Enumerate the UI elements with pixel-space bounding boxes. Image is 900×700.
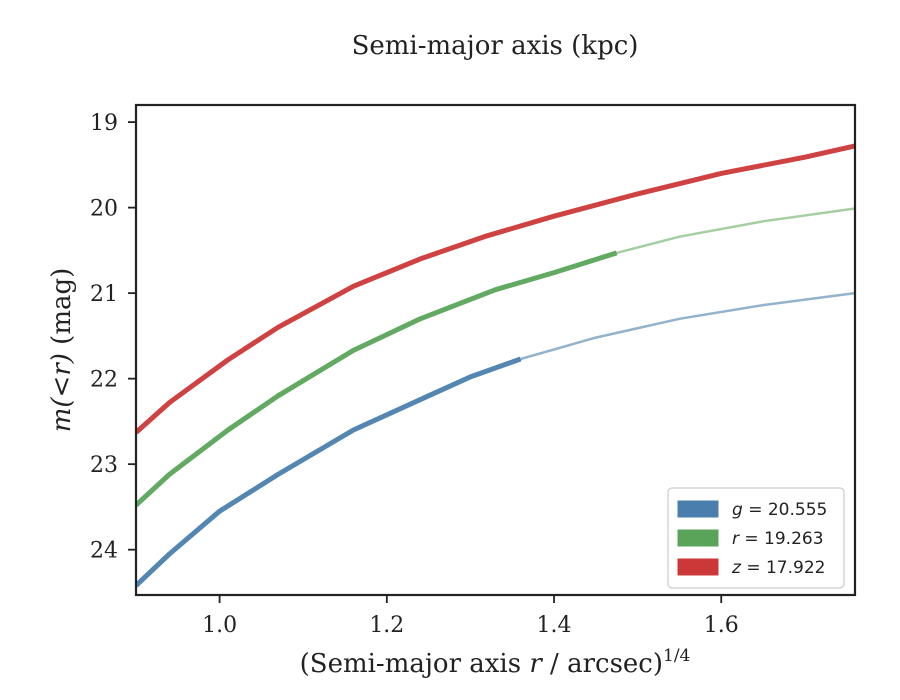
x-axis-label: (Semi-major axis r / arcsec)1/4 (300, 646, 691, 679)
legend-swatch-r (677, 529, 719, 547)
y-tick-label: 19 (90, 111, 118, 136)
legend-label-z: z = 17.922 (731, 558, 825, 578)
legend-var: r (732, 529, 740, 549)
legend-value: = 17.922 (741, 558, 826, 578)
legend-swatch-g (677, 500, 719, 518)
y-tick-label: 22 (90, 368, 118, 393)
legend-label-g: g = 20.555 (732, 500, 827, 520)
x-tick-label: 1.2 (369, 613, 404, 638)
x-tick-label: 1.6 (704, 613, 739, 638)
x-tick-label: 1.4 (537, 613, 572, 638)
legend-var: g (732, 500, 743, 520)
series-z-line (136, 143, 855, 435)
legend-value: = 20.555 (743, 500, 828, 520)
series-layer (136, 143, 855, 588)
y-tick-label: 23 (90, 453, 118, 478)
x-axis-label-sup: 1/4 (663, 646, 690, 666)
x-axis-label-suffix: / arcsec) (542, 649, 663, 679)
legend-label-r: r = 19.263 (732, 529, 824, 549)
series-r-line (136, 250, 618, 508)
x-axis-label-prefix: (Semi-major axis (300, 649, 530, 679)
series-g-model-line (520, 291, 855, 361)
series-r-model-line (616, 207, 855, 255)
legend-var: z (731, 558, 742, 578)
top-x-axis-label: Semi-major axis (kpc) (352, 31, 639, 61)
y-axis-label-unit: (mag) (47, 268, 77, 353)
plot-frame (134, 103, 857, 597)
series-g-line (136, 356, 522, 588)
legend-swatch-z (677, 558, 719, 576)
x-axis-label-var: r (529, 649, 543, 679)
y-axis-label: m(<r) (mag) (47, 268, 77, 433)
y-tick-label: 24 (90, 539, 118, 564)
y-axis-label-var: m(<r) (47, 353, 77, 432)
y-tick-label: 20 (90, 197, 118, 222)
y-tick-label: 21 (90, 282, 118, 307)
ticks-layer: 1.01.21.41.656789192021222324 (90, 111, 739, 638)
legend-value: = 19.263 (739, 529, 824, 549)
x-tick-label: 1.0 (202, 613, 237, 638)
